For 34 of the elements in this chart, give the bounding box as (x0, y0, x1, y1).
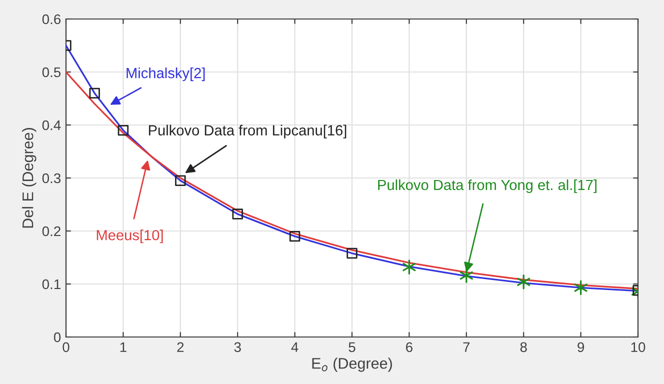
y-tick-label: 0.5 (42, 67, 61, 78)
point (175, 175, 186, 186)
x-tick-label: 6 (406, 342, 412, 352)
annotation: Meeus[10] (96, 230, 163, 244)
y-tick-label: 0.2 (42, 226, 60, 236)
y-tick-label: 0.6 (42, 14, 61, 24)
y-tick-label: 0.1 (42, 279, 60, 290)
y-axis-title: Del E (Degree) (22, 128, 36, 228)
point (89, 88, 100, 99)
x-tick-label: 7 (463, 342, 470, 352)
point (232, 208, 243, 220)
y-tick-label: 0 (54, 332, 61, 342)
x-tick-label: 0 (62, 342, 70, 352)
point (574, 280, 588, 296)
x-tick-label: 3 (234, 342, 241, 352)
point (346, 248, 358, 259)
annotation: Pulkovo Data from Yong et. al.[17] (378, 179, 596, 194)
x-tick-label: 10 (631, 342, 646, 352)
x-tick-label: 2 (177, 342, 184, 352)
annotation: Michalsky[2] (126, 68, 205, 82)
y-tick-label: 0.4 (42, 120, 61, 130)
point (402, 260, 416, 274)
y-tick-label: 0.3 (42, 173, 61, 184)
x-tick-label: 8 (520, 342, 527, 352)
x-tick-label: 9 (578, 342, 584, 352)
x-tick-label: 4 (291, 342, 298, 352)
point (289, 230, 300, 242)
point (517, 274, 530, 290)
annotation: Pulkovo Data from Lipcanu[16] (148, 124, 346, 138)
point (118, 124, 129, 136)
x-tick-label: 1 (120, 342, 126, 352)
point (460, 268, 473, 283)
x-axis-title: E$_{o}$ (Degree) (312, 358, 392, 372)
x-tick-label: 5 (348, 342, 356, 352)
